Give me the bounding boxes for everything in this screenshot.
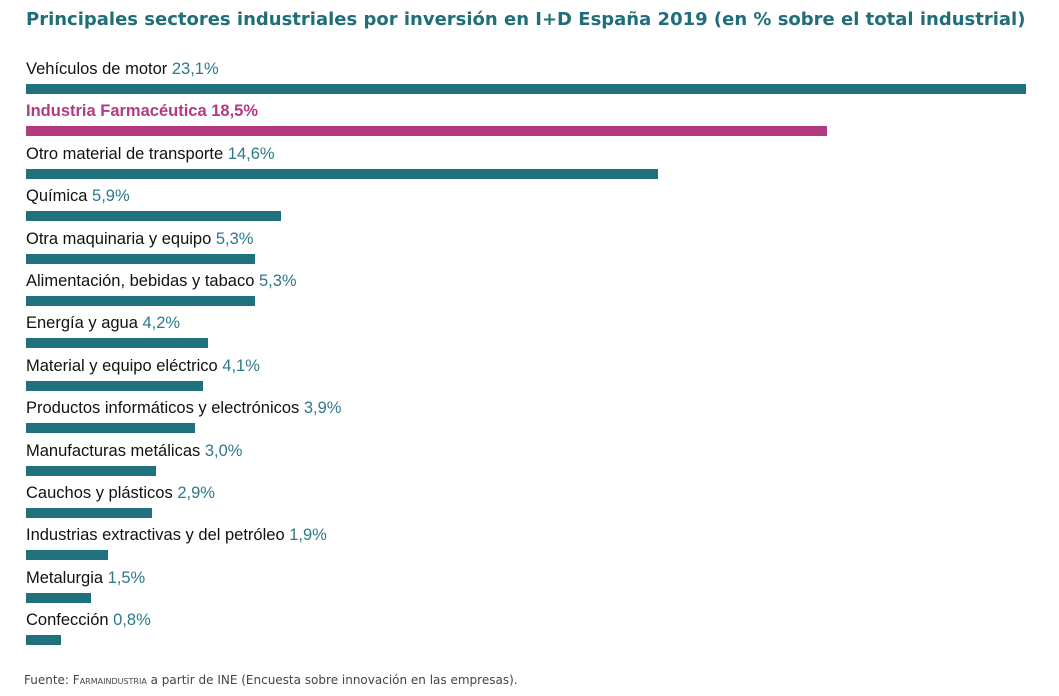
category-name: Energía y agua bbox=[26, 314, 143, 333]
category-name: Otro material de transporte bbox=[26, 144, 228, 163]
category-name: Productos informáticos y electrónicos bbox=[26, 399, 304, 418]
category-name: Cauchos y plásticos bbox=[26, 484, 178, 502]
source-prefix: Fuente: bbox=[24, 673, 73, 687]
category-name: Alimentación, bebidas y tabaco bbox=[26, 272, 259, 290]
category-label: Vehículos de motor 23,1% bbox=[26, 60, 219, 79]
category-name: Confección bbox=[26, 611, 114, 630]
bar-row: Industrias extractivas y del petróleo 1,… bbox=[26, 526, 1036, 566]
value-label: 1,9% bbox=[289, 526, 327, 545]
bar bbox=[26, 338, 208, 349]
bar-row: Productos informáticos y electrónicos 3,… bbox=[26, 399, 1036, 439]
category-label: Metalurgia 1,5% bbox=[26, 569, 145, 588]
bar-row: Química 5,9% bbox=[26, 187, 1036, 227]
value-label: 18,5% bbox=[211, 102, 259, 121]
value-label: 4,2% bbox=[142, 314, 181, 333]
bar bbox=[26, 296, 256, 306]
bar bbox=[26, 126, 827, 137]
value-label: 1,5% bbox=[107, 568, 146, 587]
category-label: Industria Farmacéutica 18,5% bbox=[26, 102, 258, 121]
bar-row: Industria Farmacéutica 18,5% bbox=[26, 102, 1036, 142]
category-label: Confección 0,8% bbox=[26, 611, 151, 630]
bar-row: Otro material de transporte 14,6% bbox=[26, 145, 1036, 185]
category-name: Química bbox=[26, 187, 93, 206]
category-label: Alimentación, bebidas y tabaco 5,3% bbox=[26, 272, 297, 291]
bar bbox=[26, 465, 156, 476]
value-label: 0,8% bbox=[113, 611, 151, 630]
bar bbox=[26, 635, 61, 646]
category-name: Vehículos de motor bbox=[26, 60, 172, 78]
category-name: Material y equipo eléctrico bbox=[26, 356, 223, 375]
bar-row: Alimentación, bebidas y tabaco 5,3% bbox=[26, 272, 1036, 312]
category-label: Otra maquinaria y equipo 5,3% bbox=[26, 230, 253, 249]
bar-row: Energía y agua 4,2% bbox=[26, 314, 1036, 354]
value-label: 14,6% bbox=[227, 144, 275, 163]
category-name: Industria Farmacéutica bbox=[26, 102, 212, 121]
chart-title: Principales sectores industriales por in… bbox=[26, 9, 1026, 30]
category-label: Otro material de transporte 14,6% bbox=[26, 145, 275, 164]
value-label: 3,0% bbox=[204, 441, 243, 460]
bar-row: Manufacturas metálicas 3,0% bbox=[26, 442, 1036, 482]
bar bbox=[26, 508, 152, 518]
bar-row: Otra maquinaria y equipo 5,3% bbox=[26, 230, 1036, 270]
category-label: Energía y agua 4,2% bbox=[26, 314, 180, 333]
bar bbox=[26, 380, 204, 391]
bar bbox=[26, 253, 256, 264]
value-label: 5,3% bbox=[215, 229, 254, 248]
value-label: 3,9% bbox=[303, 399, 342, 418]
bar-row: Confección 0,8% bbox=[26, 611, 1036, 651]
bar bbox=[26, 550, 109, 561]
bar bbox=[26, 211, 282, 222]
source-suffix: a partir de INE (Encuesta sobre innovaci… bbox=[146, 673, 518, 687]
category-name: Manufacturas metálicas bbox=[26, 441, 205, 460]
bar-row: Cauchos y plásticos 2,9% bbox=[26, 484, 1036, 524]
source-note: Fuente: Farmaindustria a partir de INE (… bbox=[24, 673, 518, 687]
category-label: Industrias extractivas y del petróleo 1,… bbox=[26, 526, 327, 545]
value-label: 5,3% bbox=[258, 272, 297, 290]
category-label: Química 5,9% bbox=[26, 187, 130, 206]
category-label: Cauchos y plásticos 2,9% bbox=[26, 484, 215, 503]
category-label: Material y equipo eléctrico 4,1% bbox=[26, 357, 260, 376]
category-name: Metalurgia bbox=[26, 568, 108, 587]
bar bbox=[26, 423, 195, 434]
bar-row: Vehículos de motor 23,1% bbox=[26, 60, 1036, 100]
category-label: Manufacturas metálicas 3,0% bbox=[26, 442, 242, 461]
value-label: 5,9% bbox=[92, 187, 130, 206]
source-org: Farmaindustria bbox=[72, 673, 147, 687]
bar-row: Material y equipo eléctrico 4,1% bbox=[26, 357, 1036, 397]
category-name: Industrias extractivas y del petróleo bbox=[26, 526, 290, 545]
value-label: 23,1% bbox=[171, 60, 219, 78]
value-label: 4,1% bbox=[222, 356, 260, 375]
bar bbox=[26, 592, 91, 603]
category-name: Otra maquinaria y equipo bbox=[26, 229, 216, 248]
bar-row: Metalurgia 1,5% bbox=[26, 569, 1036, 609]
category-label: Productos informáticos y electrónicos 3,… bbox=[26, 399, 341, 418]
bar bbox=[26, 84, 1026, 94]
bar bbox=[26, 168, 659, 179]
value-label: 2,9% bbox=[177, 484, 215, 502]
